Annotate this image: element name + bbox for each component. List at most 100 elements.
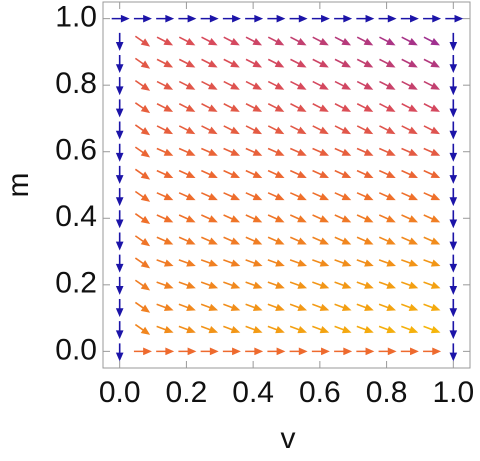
vector-arrow bbox=[115, 143, 124, 162]
vector-arrow bbox=[334, 281, 352, 289]
vector-arrow bbox=[312, 147, 330, 156]
x-tick-label: 0.0 bbox=[99, 376, 141, 409]
vector-arrow bbox=[356, 14, 375, 23]
vector-arrow bbox=[178, 281, 196, 289]
vector-arrow bbox=[223, 259, 241, 267]
vector-arrow bbox=[156, 192, 174, 201]
vector-arrow bbox=[312, 214, 330, 223]
vector-arrow bbox=[423, 14, 442, 23]
vector-arrow bbox=[267, 303, 285, 312]
vector-arrow bbox=[178, 214, 196, 223]
vector-arrow bbox=[378, 214, 396, 223]
x-axis-label: v bbox=[281, 422, 296, 455]
x-tick-label: 0.8 bbox=[366, 376, 408, 409]
vector-arrow bbox=[334, 347, 353, 356]
vector-arrow bbox=[134, 235, 151, 247]
vector-arrow bbox=[334, 259, 352, 267]
vector-arrow bbox=[401, 281, 419, 289]
vector-arrow bbox=[223, 125, 240, 135]
vector-arrow bbox=[449, 165, 458, 184]
vector-arrow bbox=[290, 58, 307, 68]
vector-arrow bbox=[356, 103, 374, 112]
vector-arrow bbox=[423, 36, 440, 46]
vector-arrow bbox=[223, 214, 241, 223]
vector-arrow bbox=[401, 147, 418, 156]
vector-arrow bbox=[379, 36, 396, 46]
vector-arrow bbox=[378, 236, 396, 245]
vector-arrow bbox=[201, 169, 218, 178]
vector-arrow bbox=[356, 214, 374, 223]
x-tick-label: 0.6 bbox=[299, 376, 341, 409]
vector-arrow bbox=[115, 121, 124, 140]
vector-arrow bbox=[223, 192, 241, 201]
vector-arrow bbox=[115, 77, 124, 96]
vector-arrow bbox=[178, 58, 196, 68]
vector-arrow bbox=[133, 14, 152, 23]
vector-arrow bbox=[156, 103, 174, 112]
vector-arrow bbox=[401, 325, 419, 334]
vector-arrow bbox=[334, 303, 352, 312]
vector-arrow bbox=[401, 192, 418, 201]
vector-arrow bbox=[289, 325, 308, 334]
vector-arrow bbox=[289, 14, 308, 23]
vector-arrow bbox=[267, 236, 285, 245]
vector-arrow bbox=[178, 192, 196, 201]
vector-arrow bbox=[312, 259, 330, 267]
vector-arrow bbox=[267, 281, 285, 289]
vector-arrow bbox=[356, 125, 374, 135]
vector-arrow bbox=[178, 169, 196, 178]
vector-arrow bbox=[423, 103, 440, 112]
vector-arrow bbox=[115, 188, 124, 207]
vector-arrow bbox=[134, 79, 151, 91]
vector-arrow bbox=[223, 36, 240, 46]
vector-arrow bbox=[401, 303, 419, 312]
vector-arrow bbox=[115, 165, 124, 184]
vector-arrow bbox=[445, 14, 464, 23]
vector-arrow bbox=[290, 103, 307, 112]
vector-arrow bbox=[134, 257, 151, 269]
vector-arrow bbox=[115, 54, 124, 74]
vector-arrow bbox=[178, 125, 196, 135]
vector-arrow bbox=[311, 14, 330, 23]
plot-frame bbox=[102, 1, 471, 369]
vector-arrow bbox=[115, 321, 124, 340]
vector-arrow bbox=[334, 125, 352, 135]
vector-arrow bbox=[267, 192, 285, 201]
vector-arrow bbox=[334, 192, 352, 201]
vector-arrow bbox=[423, 192, 441, 201]
vector-arrow bbox=[356, 281, 374, 289]
vector-arrow bbox=[378, 14, 397, 23]
vector-arrow bbox=[115, 32, 124, 51]
vector-arrow bbox=[334, 80, 352, 90]
vector-arrow bbox=[334, 14, 353, 23]
vector-arrow bbox=[223, 147, 241, 156]
vector-arrow bbox=[200, 14, 219, 23]
vector-arrow bbox=[289, 303, 308, 312]
vector-arrow bbox=[378, 325, 396, 334]
vector-arrow bbox=[312, 281, 330, 289]
vector-arrow bbox=[134, 146, 151, 158]
vector-arrow bbox=[334, 214, 352, 223]
vector-arrow bbox=[312, 58, 329, 68]
vector-arrow bbox=[290, 125, 307, 135]
vector-arrow bbox=[356, 347, 375, 356]
vector-arrow bbox=[290, 36, 307, 46]
vector-arrow bbox=[245, 58, 263, 68]
vector-arrow bbox=[201, 214, 218, 223]
vector-arrow bbox=[267, 58, 285, 68]
vector-arrow bbox=[312, 125, 329, 135]
vector-arrow bbox=[267, 347, 286, 356]
vector-arrow bbox=[400, 347, 419, 356]
vector-arrow bbox=[423, 281, 441, 289]
vector-arrow bbox=[312, 36, 329, 46]
vector-arrow bbox=[134, 102, 151, 114]
vector-arrow bbox=[200, 325, 219, 334]
vector-arrow bbox=[134, 323, 151, 335]
vector-arrow bbox=[267, 169, 285, 178]
vector-arrow bbox=[267, 325, 285, 334]
vector-arrow bbox=[245, 259, 263, 267]
y-axis-label: m bbox=[2, 173, 35, 198]
vector-arrow bbox=[449, 299, 458, 318]
vector-arrow bbox=[356, 58, 374, 68]
